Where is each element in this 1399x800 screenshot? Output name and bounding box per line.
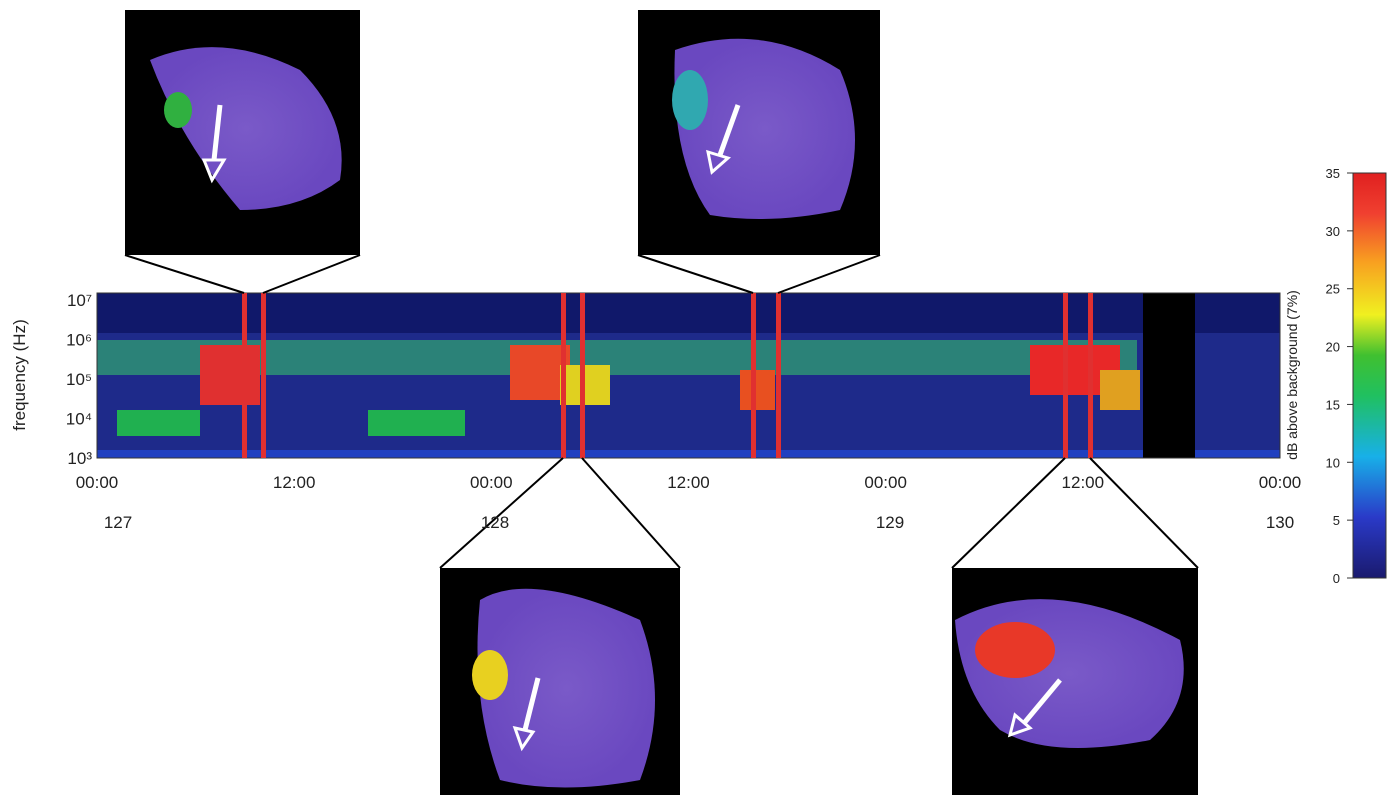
x-tick-label: 12:00 <box>1062 473 1105 492</box>
x-tick-label: 12:00 <box>273 473 316 492</box>
x-tick-label: 00:00 <box>864 473 907 492</box>
y-tick-label: 10³ <box>67 449 92 468</box>
y-tick-label: 10⁷ <box>67 291 92 310</box>
x-tick-label: 00:00 <box>76 473 119 492</box>
y-tick-label: 10⁴ <box>66 410 92 429</box>
inset <box>638 10 880 255</box>
x-tick-label: 12:00 <box>667 473 710 492</box>
colorbar-label: dB above background (7%) <box>1284 290 1300 460</box>
colorbar-tick-label: 20 <box>1326 340 1340 355</box>
day-label: 128 <box>481 513 509 532</box>
inset <box>125 10 360 255</box>
day-label: 127 <box>104 513 132 532</box>
colorbar-tick-label: 5 <box>1333 513 1340 528</box>
colorbar-tick-label: 35 <box>1326 166 1340 181</box>
colorbar-tick-label: 15 <box>1326 397 1340 412</box>
y-tick-label: 10⁵ <box>66 370 92 389</box>
day-label: 129 <box>876 513 904 532</box>
y-tick-label: 10⁶ <box>66 331 92 350</box>
colorbar-tick-label: 10 <box>1326 455 1340 470</box>
colorbar <box>1353 173 1386 578</box>
spectrogram <box>97 293 1280 458</box>
inset <box>440 568 680 795</box>
x-tick-label: 00:00 <box>1259 473 1302 492</box>
x-tick-label: 00:00 <box>470 473 513 492</box>
colorbar-tick-label: 30 <box>1326 224 1340 239</box>
y-axis-label: frequency (Hz) <box>10 319 29 430</box>
colorbar-tick-label: 25 <box>1326 282 1340 297</box>
figure: frequency (Hz) dB above background (7%) … <box>0 0 1399 795</box>
day-label: 130 <box>1266 513 1294 532</box>
colorbar-tick-label: 0 <box>1333 571 1340 586</box>
inset <box>952 568 1198 795</box>
